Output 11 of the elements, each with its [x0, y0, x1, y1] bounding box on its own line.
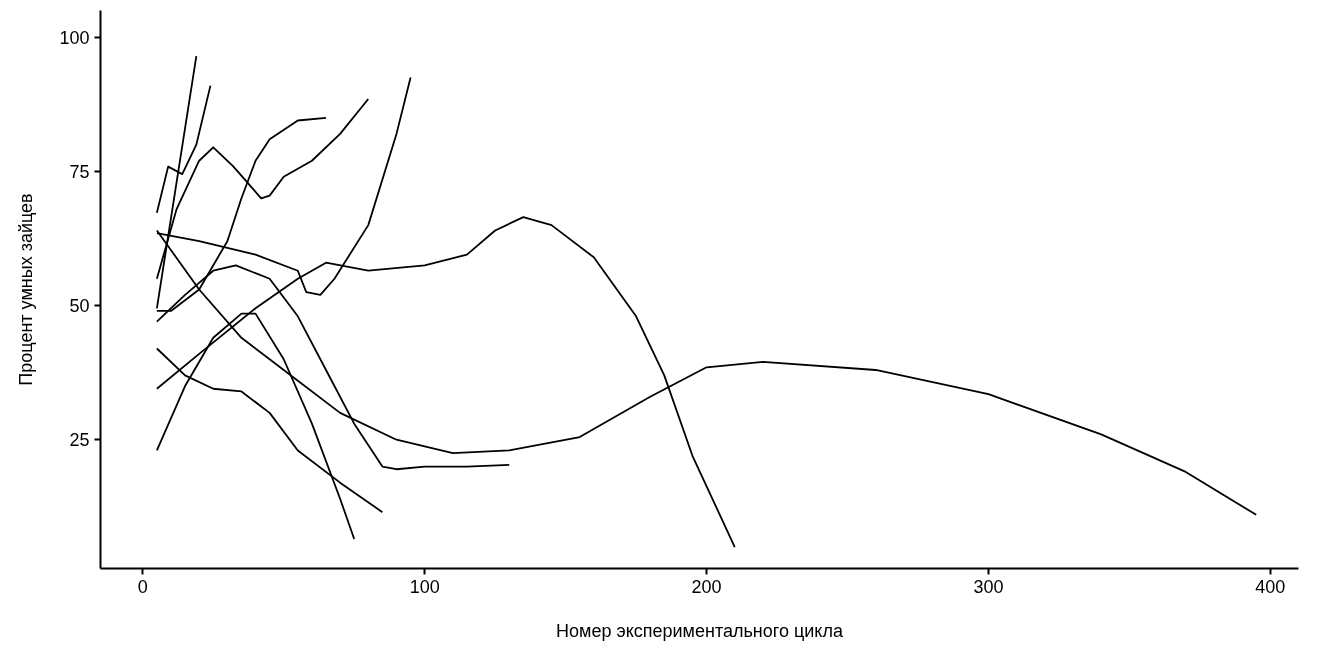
x-tick-label: 100 — [409, 576, 440, 597]
x-tick-label: 400 — [1255, 576, 1286, 597]
x-tick-label: 300 — [973, 576, 1004, 597]
y-tick-label: 75 — [69, 161, 90, 182]
y-tick-label: 25 — [69, 430, 90, 451]
x-tick-label: 0 — [137, 576, 148, 597]
y-axis-title: Процент умных зайцев — [16, 193, 37, 386]
x-tick-label: 200 — [691, 576, 722, 597]
y-tick-label: 100 — [59, 27, 90, 48]
y-tick-label: 50 — [69, 296, 90, 317]
x-axis-title: Номер экспериментального цикла — [556, 620, 844, 641]
